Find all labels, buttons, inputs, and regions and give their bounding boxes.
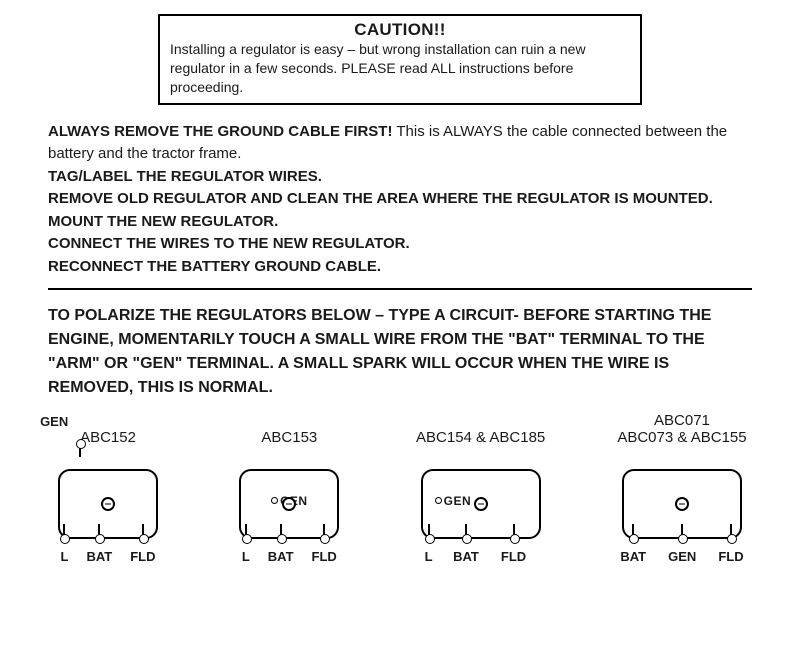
regulator-body: GEN L BAT FLD bbox=[229, 449, 349, 559]
terminal: FLD bbox=[718, 524, 743, 565]
regulator-title: GEN ABC152 bbox=[80, 413, 136, 447]
regulator-abc153: ABC153 GEN L BAT FLD bbox=[229, 413, 349, 559]
terminal: BAT bbox=[620, 524, 646, 565]
top-terminal bbox=[74, 443, 86, 457]
terminal-post-icon bbox=[98, 524, 100, 540]
terminal: BAT bbox=[268, 524, 294, 565]
instr-line2: TAG/LABEL THE REGULATOR WIRES. bbox=[48, 168, 322, 185]
regulator-title: ABC153 bbox=[261, 413, 317, 447]
caution-box: CAUTION!! Installing a regulator is easy… bbox=[158, 14, 642, 105]
page: CAUTION!! Installing a regulator is easy… bbox=[0, 0, 800, 559]
terminal: FLD bbox=[312, 524, 337, 565]
regulator-abc154-185: ABC154 & ABC185 GEN L BAT FLD bbox=[411, 413, 551, 559]
screw-icon bbox=[282, 497, 296, 511]
regulator-body: L BAT FLD bbox=[48, 449, 168, 559]
terminal-post-icon bbox=[730, 524, 732, 540]
regulator-title: ABC071 ABC073 & ABC155 bbox=[617, 412, 746, 447]
terminal-post-icon bbox=[63, 524, 65, 540]
terminal: FLD bbox=[501, 524, 526, 565]
screw-icon bbox=[675, 497, 689, 511]
terminal: BAT bbox=[86, 524, 112, 565]
terminal-post-icon bbox=[245, 524, 247, 540]
instr-line4: CONNECT THE WIRES TO THE NEW REGULATOR. bbox=[48, 235, 410, 252]
top-terminal-label: GEN bbox=[40, 415, 68, 430]
regulator-abc152: GEN ABC152 L BAT FLD bbox=[48, 413, 168, 559]
bottom-terminals: L BAT FLD bbox=[48, 524, 168, 565]
terminal-post-icon bbox=[681, 524, 683, 540]
terminal: GEN bbox=[668, 524, 696, 565]
terminal-post-icon bbox=[465, 524, 467, 540]
instr-line1-bold: ALWAYS REMOVE THE GROUND CABLE FIRST! bbox=[48, 123, 392, 140]
regulator-body: GEN L BAT FLD bbox=[411, 449, 551, 559]
terminal: BAT bbox=[453, 524, 479, 565]
terminal: FLD bbox=[130, 524, 155, 565]
instructions-block: ALWAYS REMOVE THE GROUND CABLE FIRST! Th… bbox=[48, 121, 752, 279]
screw-icon bbox=[101, 497, 115, 511]
instr-line5: RECONNECT THE BATTERY GROUND CABLE. bbox=[48, 258, 381, 275]
instr-line3: REMOVE OLD REGULATOR AND CLEAN THE AREA … bbox=[48, 190, 713, 230]
bottom-terminals: BAT GEN FLD bbox=[612, 524, 752, 565]
regulator-row: GEN ABC152 L BAT FLD AB bbox=[48, 412, 752, 559]
bottom-terminals: BAT FLD bbox=[411, 524, 551, 565]
divider bbox=[48, 288, 752, 290]
terminal-post-icon bbox=[79, 443, 81, 457]
terminal-post-icon bbox=[323, 524, 325, 540]
terminal: L bbox=[61, 524, 69, 565]
polarize-paragraph: TO POLARIZE THE REGULATORS BELOW – TYPE … bbox=[48, 304, 752, 400]
caution-body: Installing a regulator is easy – but wro… bbox=[170, 40, 630, 97]
dot-icon bbox=[271, 497, 278, 504]
terminal-post-icon bbox=[513, 524, 515, 540]
caution-title: CAUTION!! bbox=[170, 20, 630, 40]
terminal-post-icon bbox=[142, 524, 144, 540]
dot-icon bbox=[435, 497, 442, 504]
regulator-title: ABC154 & ABC185 bbox=[416, 413, 545, 447]
regulator-abc071-073-155: ABC071 ABC073 & ABC155 BAT GEN FLD bbox=[612, 412, 752, 559]
screw-icon bbox=[474, 497, 488, 511]
terminal-post-icon bbox=[632, 524, 634, 540]
terminal: L bbox=[242, 524, 250, 565]
bottom-terminals: L BAT FLD bbox=[229, 524, 349, 565]
regulator-body: BAT GEN FLD bbox=[612, 449, 752, 559]
terminal-post-icon bbox=[280, 524, 282, 540]
